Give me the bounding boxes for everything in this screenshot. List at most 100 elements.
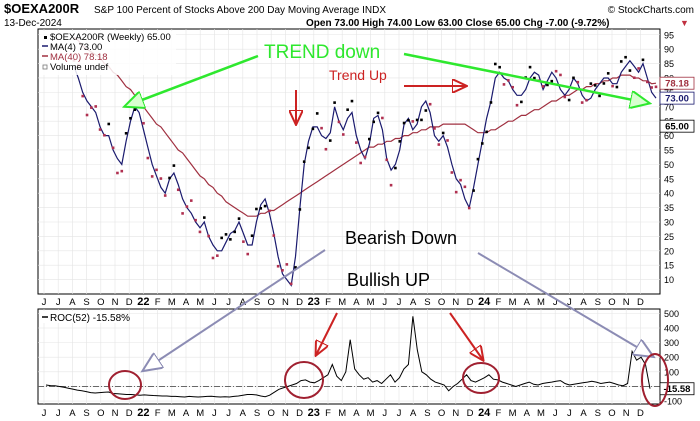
roc-x-tick-label: A: [410, 408, 417, 419]
price-point: [493, 62, 497, 66]
price-point: [441, 131, 445, 135]
roc-x-tick-label: A: [240, 408, 247, 419]
price-x-tick-label: S: [254, 297, 260, 308]
price-x-tick-label: A: [353, 297, 360, 308]
price-point: [580, 101, 584, 104]
header-symbol: $OEXA200R: [4, 1, 80, 16]
price-x-tick-label: J: [42, 297, 47, 308]
roc-y-tick-label: 300: [664, 338, 679, 348]
price-point: [150, 175, 154, 178]
price-point: [541, 85, 545, 88]
roc-line: [45, 316, 651, 398]
price-point: [250, 234, 254, 238]
price-point: [359, 161, 362, 165]
price-point: [593, 84, 597, 87]
price-point: [394, 166, 397, 170]
roc-x-tick-label: 24: [478, 407, 491, 419]
roc-x-tick-label: N: [623, 408, 630, 419]
price-x-tick-label: J: [567, 297, 572, 308]
roc-circle-4: [641, 353, 669, 407]
price-x-tick-label: 23: [308, 296, 320, 308]
price-x-tick-label: J: [212, 297, 217, 308]
price-x-tick-label: D: [637, 297, 644, 308]
header-date: 13-Dec-2024: [4, 18, 62, 29]
roc-circle-2: [284, 361, 324, 399]
price-point: [533, 76, 536, 80]
legend-ma4: MA(4) 73.00: [50, 42, 102, 53]
roc-value-label: -15.58: [659, 382, 695, 395]
header-description: S&P 100 Percent of Stocks Above 200 Day …: [94, 5, 386, 16]
price-point: [107, 122, 111, 126]
price-point: [376, 111, 380, 115]
roc-y-tick-label: 200: [664, 353, 679, 363]
price-point: [341, 133, 345, 136]
price-point: [133, 108, 137, 111]
price-point: [272, 234, 276, 237]
price-point: [320, 126, 323, 130]
price-point: [389, 183, 393, 187]
annotation-trend-down: TREND down: [264, 42, 380, 63]
price-point: [363, 155, 367, 159]
price-point: [189, 199, 193, 202]
price-x-tick-label: N: [452, 297, 459, 308]
price-y-tick-label: 55: [664, 145, 674, 155]
roc-x-tick-label: D: [296, 408, 303, 419]
price-point: [129, 116, 132, 120]
price-x-tick-label: J: [382, 297, 387, 308]
price-point: [585, 98, 588, 102]
price-x-tick-label: M: [338, 297, 346, 308]
price-point: [511, 85, 514, 89]
price-x-tick-label: 22: [137, 296, 149, 308]
price-point: [385, 158, 389, 162]
ma4-value-label: 73.00: [659, 91, 695, 105]
price-point: [433, 127, 436, 130]
price-point: [654, 85, 658, 89]
roc-x-tick-label: J: [226, 408, 231, 419]
annotation-trend-up: Trend Up: [329, 67, 387, 83]
roc-x-tick-label: D: [126, 408, 133, 419]
roc-circle-3: [462, 362, 500, 394]
price-x-tick-label: D: [126, 297, 133, 308]
price-point: [289, 282, 293, 286]
roc-x-tick-label: A: [353, 408, 360, 419]
price-point: [598, 94, 601, 98]
price-x-tick-label: M: [509, 297, 517, 308]
price-point: [520, 100, 523, 104]
price-point: [146, 156, 150, 160]
price-point: [155, 168, 158, 172]
price-point: [298, 208, 302, 211]
price-point: [402, 121, 406, 125]
price-point: [641, 58, 645, 62]
price-point: [207, 234, 210, 238]
roc-x-tick-label: S: [254, 408, 260, 419]
price-point: [176, 188, 180, 192]
price-point: [259, 207, 263, 210]
roc-x-tick-label: 22: [137, 407, 149, 419]
price-point: [628, 69, 632, 72]
price-point: [446, 139, 449, 142]
roc-x-tick-label: J: [42, 408, 47, 419]
price-point: [229, 238, 232, 241]
price-point: [307, 146, 310, 150]
roc-x-tick-label: J: [567, 408, 572, 419]
roc-x-tick-label: O: [268, 408, 275, 419]
price-x-tick-label: A: [524, 297, 531, 308]
price-point: [163, 194, 167, 197]
price-point: [168, 176, 171, 180]
price-x-tick-label: J: [226, 297, 231, 308]
price-point: [407, 119, 410, 122]
price-point: [98, 128, 102, 131]
roc-x-tick-label: F: [495, 408, 501, 419]
red-arrow-roc-1: [316, 312, 338, 355]
roc-y-tick-label: 400: [664, 324, 679, 334]
price-y-tick-label: 85: [664, 59, 674, 69]
trend-down-arrow-right: [403, 52, 648, 103]
roc-x-tick-label: M: [196, 408, 204, 419]
price-x-tick-label: N: [112, 297, 119, 308]
price-x-tick-label: S: [424, 297, 430, 308]
price-x-tick-label: A: [69, 297, 76, 308]
price-x-tick-label: 24: [478, 296, 491, 308]
price-point: [198, 230, 202, 234]
price-point: [650, 86, 653, 89]
price-point: [619, 60, 623, 63]
